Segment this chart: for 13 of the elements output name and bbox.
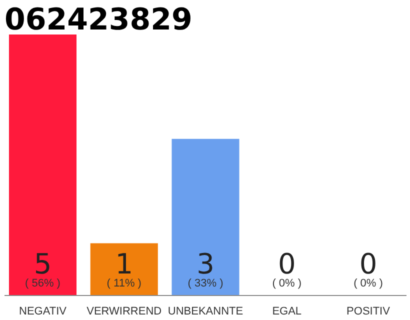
chart-title: 062423829: [4, 2, 192, 38]
x-tick-label: POSITIV: [346, 306, 391, 318]
annotation: ( 0% ): [272, 278, 302, 290]
x-tick-label: VERWIRREND: [86, 306, 162, 318]
x-tick-label: EGAL: [272, 306, 302, 318]
x-tick-label: NEGATIV: [19, 306, 68, 318]
annotation: ( 11% ): [106, 278, 142, 290]
x-tick-label: UNBEKANNTE: [168, 306, 244, 318]
data-label: 3: [196, 248, 214, 280]
annotation: ( 56% ): [25, 278, 60, 290]
annotation: ( 33% ): [188, 278, 224, 290]
data-label: 1: [115, 248, 134, 280]
annotation: ( 0% ): [354, 278, 383, 290]
